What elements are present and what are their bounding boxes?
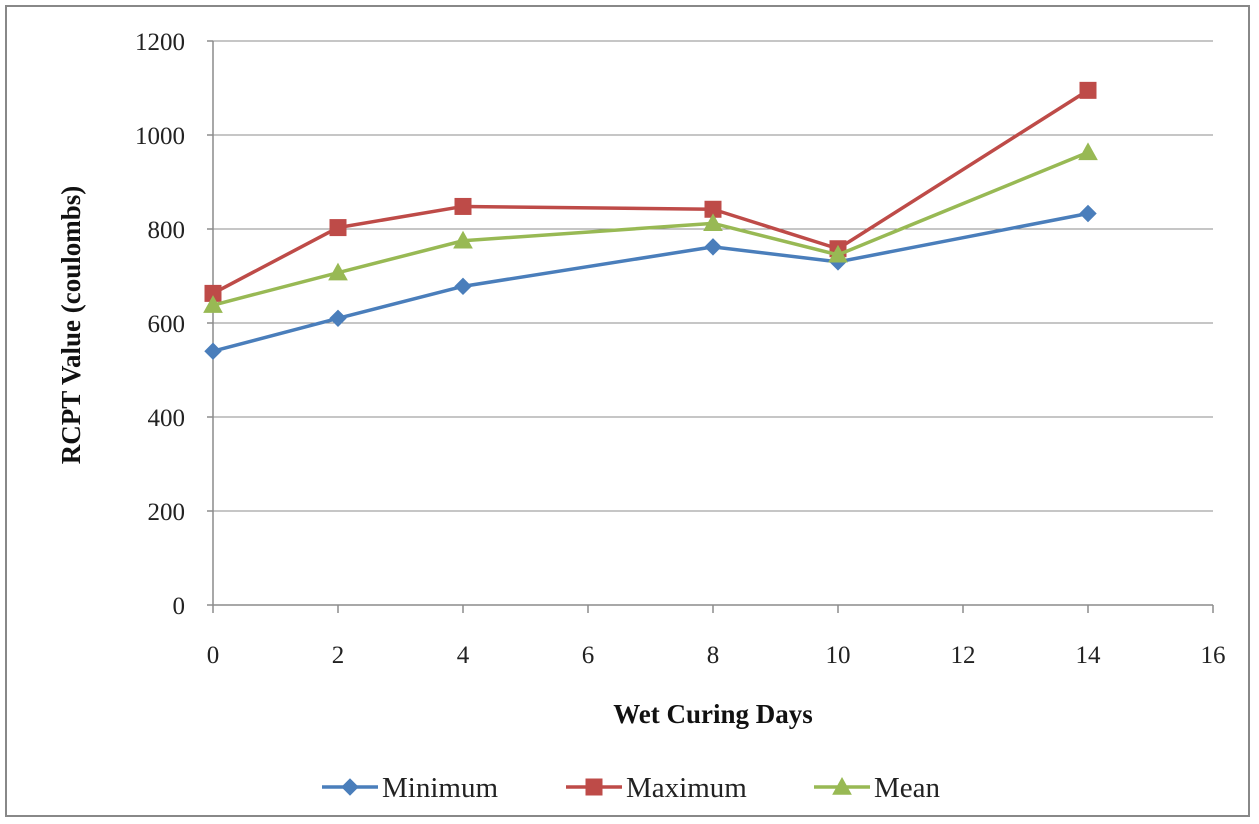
x-tick-labels: 0 2 4 6 8 10 12 14 16	[207, 642, 1226, 669]
legend-label: Maximum	[626, 772, 747, 804]
series-line	[212, 150, 1089, 307]
data-point-minimum	[329, 309, 347, 328]
gridlines	[213, 40, 1213, 512]
series-line	[212, 88, 1089, 295]
x-axis-title: Wet Curing Days	[613, 699, 813, 729]
x-tick-label: 2	[332, 642, 345, 669]
legend-marker	[341, 778, 359, 796]
x-tick-label: 0	[207, 642, 220, 669]
data-point-maximum	[1079, 81, 1097, 99]
legend-label: Mean	[874, 772, 941, 804]
x-tick-label: 4	[457, 642, 470, 669]
legend-item-mean: Mean	[814, 772, 941, 804]
legend-label: Minimum	[382, 772, 498, 804]
x-tick-label: 12	[951, 642, 976, 669]
legend-marker	[832, 776, 852, 795]
series-line	[212, 211, 1089, 353]
x-tick-label: 14	[1076, 642, 1102, 669]
data-point-maximum	[329, 219, 347, 237]
x-tick-label: 6	[582, 642, 595, 669]
y-tick-label: 1000	[135, 123, 185, 150]
x-tick-label: 10	[826, 642, 851, 669]
axes	[207, 40, 1214, 613]
data-point-minimum	[1079, 204, 1097, 223]
series-mean	[203, 142, 1098, 313]
x-tick-label: 8	[707, 642, 720, 669]
data-point-mean	[1078, 142, 1098, 161]
y-tick-labels: 0 200 400 600 800 1000 1200	[135, 29, 185, 620]
y-tick-label: 1200	[135, 29, 185, 56]
x-tick-label: 16	[1201, 642, 1226, 669]
data-point-minimum	[204, 342, 222, 360]
y-tick-label: 0	[173, 593, 186, 620]
y-tick-label: 800	[148, 217, 186, 244]
y-tick-label: 400	[148, 405, 186, 432]
data-point-minimum	[704, 238, 722, 256]
data-point-mean	[828, 244, 848, 263]
data-point-mean	[203, 295, 223, 313]
data-point-mean	[453, 230, 473, 249]
y-tick-label: 600	[148, 311, 186, 338]
legend-marker	[585, 778, 603, 796]
data-point-maximum	[454, 197, 472, 215]
data-point-mean	[328, 262, 348, 281]
y-tick-label: 200	[148, 499, 186, 526]
legend-item-maximum: Maximum	[566, 772, 747, 804]
y-axis-title: RCPT Value (coulombs)	[56, 186, 86, 465]
data-point-mean	[703, 213, 723, 232]
legend: Minimum Maximum Mean	[322, 772, 941, 804]
series-lines	[203, 81, 1098, 360]
legend-item-minimum: Minimum	[322, 772, 498, 804]
data-point-minimum	[454, 277, 472, 296]
